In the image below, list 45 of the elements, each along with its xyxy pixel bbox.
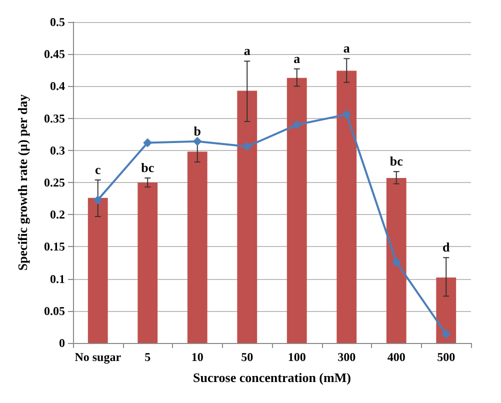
x-tick-label: 100 <box>288 350 306 364</box>
x-tick-label: 300 <box>338 350 356 364</box>
x-tick-label: 400 <box>387 350 406 364</box>
bar <box>386 178 406 343</box>
point <box>292 120 302 130</box>
bar <box>336 70 357 343</box>
annotation: a <box>244 43 251 58</box>
bar <box>187 152 208 343</box>
annotation: a <box>343 40 350 56</box>
y-axis-title: Specific growth rate (µ) per day <box>15 94 30 271</box>
y-tick-label: 0.05 <box>44 304 65 318</box>
annotation: b <box>194 123 201 138</box>
x-tick-label: 5 <box>144 350 151 364</box>
y-tick-label: 0.5 <box>50 15 65 29</box>
bar <box>88 198 108 343</box>
point <box>392 258 401 267</box>
bar <box>286 78 307 343</box>
annotation: c <box>94 162 101 177</box>
point <box>93 195 102 204</box>
point <box>442 330 451 339</box>
y-tick-label: 0.3 <box>50 143 65 158</box>
y-tick-label: 0.2 <box>50 208 65 222</box>
y-tick-label: 0 <box>59 336 65 350</box>
y-tick-label: 0.25 <box>44 176 65 190</box>
annotation: bc <box>390 154 404 169</box>
annotation: d <box>442 240 451 255</box>
y-tick-label: 0.1 <box>50 272 65 286</box>
y-tick-label: 0.15 <box>44 240 65 254</box>
point <box>342 110 352 119</box>
y-tick-label: 0.45 <box>44 47 65 62</box>
y-tick-label: 0.4 <box>50 79 65 94</box>
annotation: a <box>294 50 301 66</box>
x-tick-label: 10 <box>191 350 204 364</box>
annotation: bc <box>141 160 154 176</box>
bar <box>436 278 456 343</box>
point <box>143 138 152 148</box>
x-tick-label: 500 <box>437 350 456 364</box>
x-axis-title: Sucrose concentration (mM) <box>193 370 351 385</box>
x-tick-label: 50 <box>241 350 254 364</box>
point <box>242 142 252 152</box>
y-tick-label: 0.35 <box>44 111 65 126</box>
bar <box>138 182 158 343</box>
x-tick-label: No sugar <box>74 350 122 364</box>
point <box>192 136 202 146</box>
bar <box>237 90 258 343</box>
